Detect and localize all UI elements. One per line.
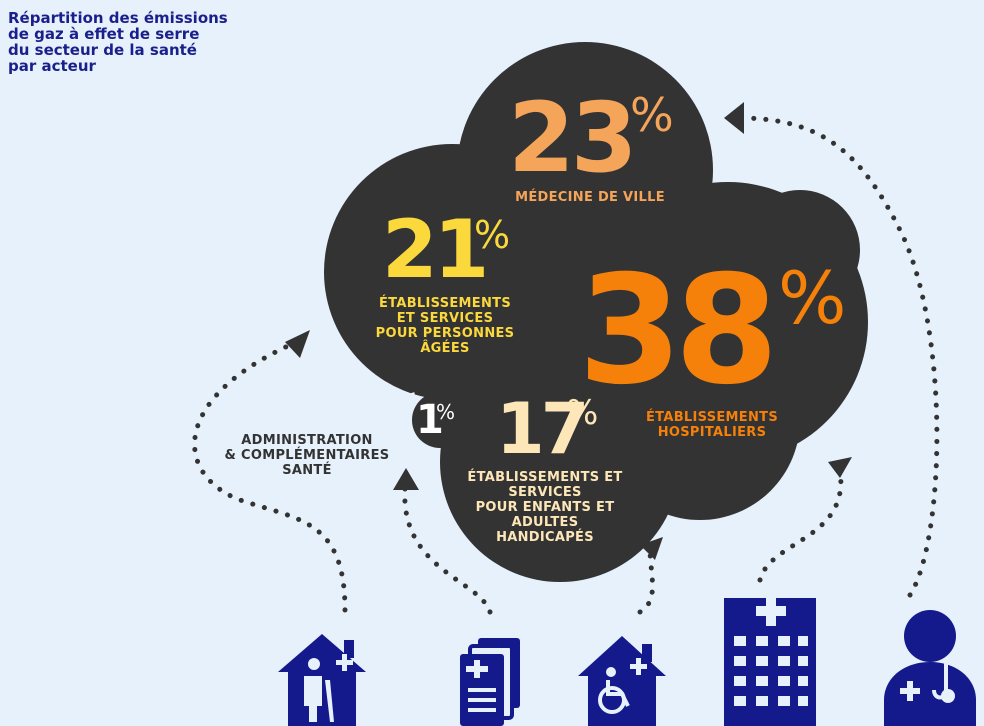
- label-administration: ADMINISTRATION & COMPLÉMENTAIRES SANTÉ: [224, 433, 390, 478]
- stat-hospitaliers: 38 %: [578, 256, 868, 406]
- arrow-hospital: [757, 467, 844, 583]
- wheelchair-house-icon: [578, 636, 666, 726]
- label-hospitaliers: ÉTABLISSEMENTS HOSPITALIERS: [646, 410, 778, 440]
- stat-value: 21: [382, 203, 489, 296]
- arrowhead-icon: [640, 537, 663, 560]
- chart-title: Répartition des émissions de gaz à effet…: [8, 10, 268, 74]
- arrowhead-icon: [724, 102, 744, 134]
- title-line: de gaz à effet de serre: [8, 25, 200, 43]
- stat-administration: 1 %: [416, 400, 466, 444]
- stat-value: 38: [578, 244, 779, 418]
- label-agees: ÉTABLISSEMENTS ET SERVICES POUR PERSONNE…: [375, 296, 515, 356]
- arrowhead-icon: [285, 330, 310, 358]
- label-medecine: MÉDECINE DE VILLE: [515, 190, 665, 205]
- stat-percent: %: [630, 88, 674, 142]
- stat-value: 23: [508, 82, 638, 194]
- documents-icon: [460, 638, 520, 726]
- cloud-separators: [388, 392, 431, 459]
- dotted-arrows: [192, 115, 940, 615]
- arrow-administration: [192, 342, 348, 613]
- hospital-building-icon: [724, 598, 816, 726]
- label-handicapes: ÉTABLISSEMENTS ET SERVICES POUR ENFANTS …: [467, 470, 623, 545]
- title-line: par acteur: [8, 57, 96, 75]
- stat-percent: %: [436, 400, 456, 424]
- elderly-house-icon: [278, 634, 366, 726]
- title-line: Répartition des émissions: [8, 9, 228, 27]
- stat-value: 1: [416, 397, 444, 443]
- stat-percent: %: [474, 213, 511, 257]
- title-line: du secteur de la santé: [8, 41, 197, 59]
- stat-percent: %: [778, 256, 847, 340]
- doctor-icon: [884, 610, 976, 726]
- arrow-heads: [285, 102, 852, 560]
- stat-agees: 21 %: [382, 210, 542, 290]
- arrow-documents: [402, 485, 493, 615]
- icons: [278, 598, 976, 726]
- arrowhead-icon: [828, 457, 852, 478]
- stat-percent: %: [566, 393, 599, 433]
- arrow-handicap: [637, 545, 655, 615]
- stat-medecine: 23 %: [508, 82, 688, 194]
- stat-handicapes: 17 %: [496, 394, 636, 464]
- stat-value: 17: [496, 388, 589, 470]
- arrowhead-icon: [393, 468, 419, 490]
- emissions-cloud: [324, 42, 868, 582]
